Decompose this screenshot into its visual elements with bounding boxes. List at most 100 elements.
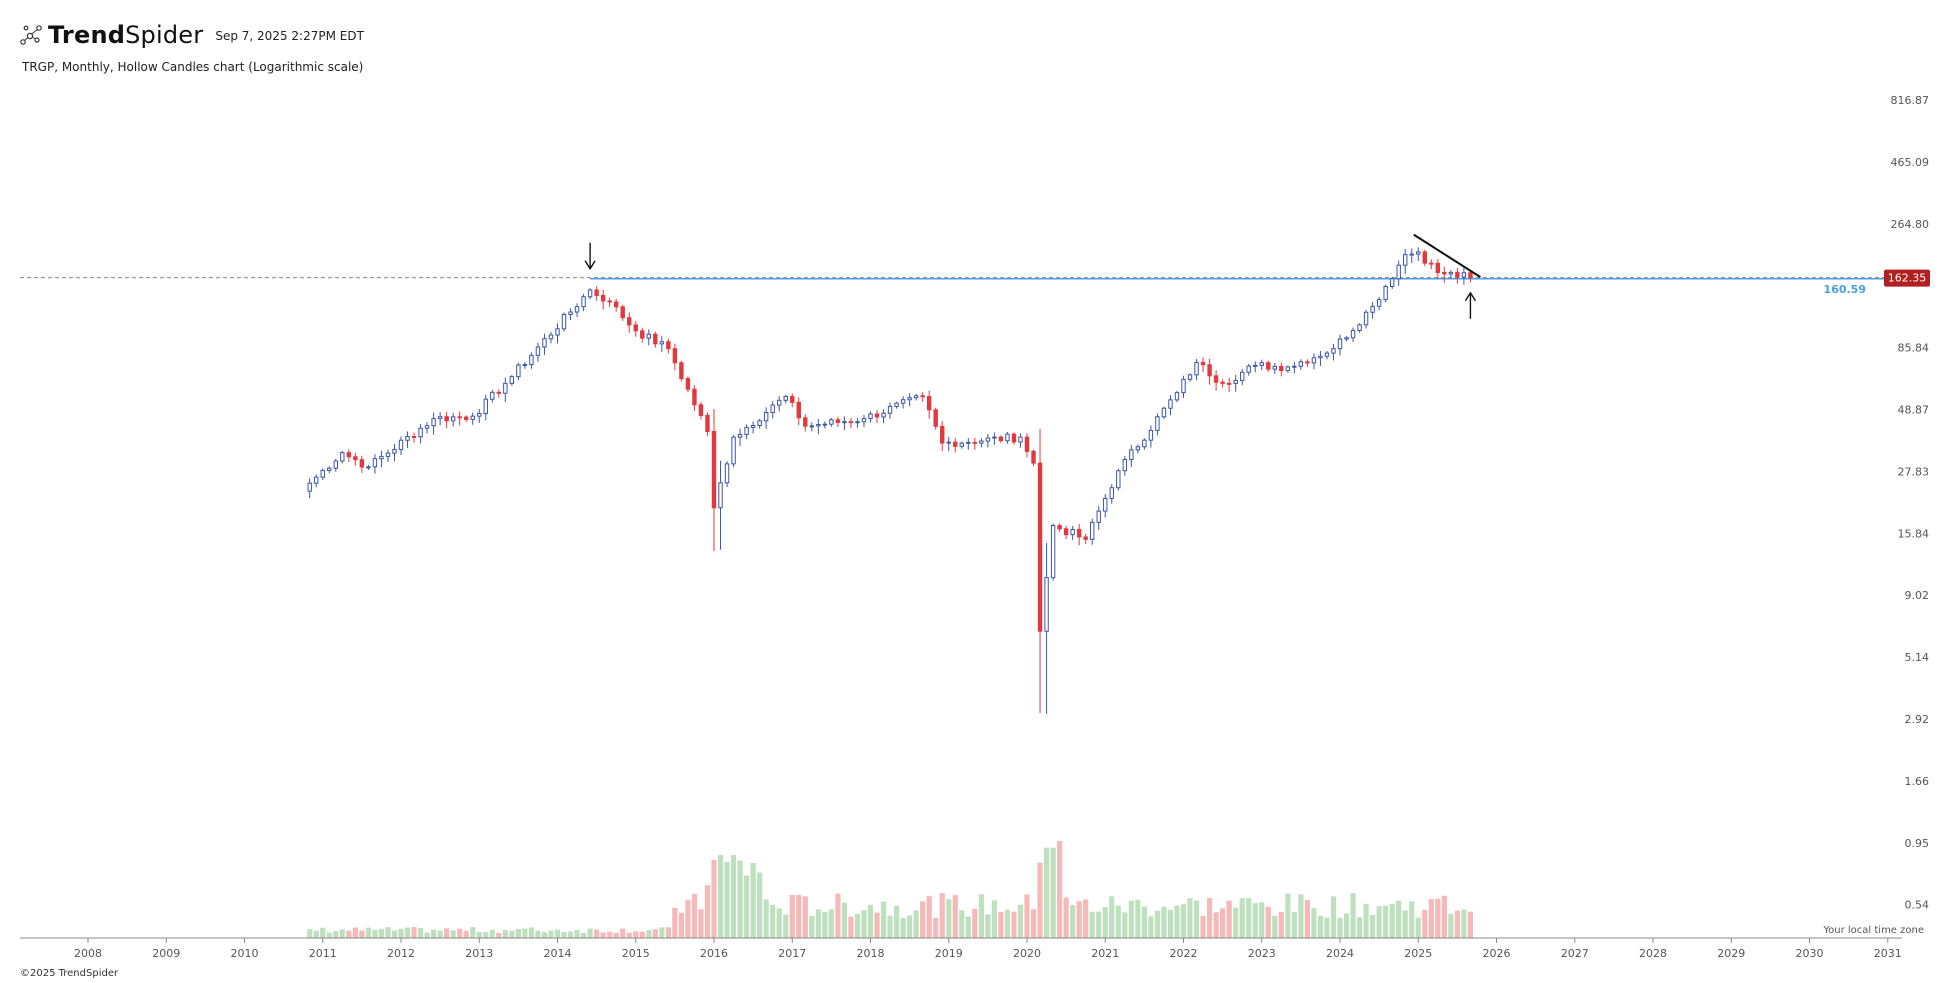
- volume-bar: [535, 930, 541, 938]
- candle-body: [685, 378, 691, 390]
- candle-body: [594, 289, 599, 296]
- candle: [1331, 343, 1336, 361]
- volume-bar: [1317, 915, 1324, 938]
- volume-bar: [1161, 906, 1167, 938]
- candle: [411, 432, 417, 443]
- volume-bar: [1115, 905, 1121, 938]
- candle: [405, 431, 410, 448]
- volume-bar: [1383, 905, 1389, 938]
- volume-bar: [802, 896, 808, 938]
- candle: [803, 414, 808, 432]
- volume-bar: [1265, 906, 1271, 938]
- volume-bar: [639, 931, 645, 938]
- volume-bar: [515, 929, 521, 938]
- candle-body: [1142, 439, 1147, 448]
- candle-body: [777, 399, 782, 406]
- candle: [750, 421, 756, 434]
- candle: [1063, 525, 1069, 540]
- volume-bar: [1206, 898, 1213, 938]
- candle: [1416, 247, 1421, 262]
- y-tick-label: 1.66: [1905, 775, 1930, 788]
- candle: [1311, 353, 1317, 370]
- candle: [333, 458, 338, 472]
- x-tick-label: 2027: [1561, 947, 1589, 960]
- candle: [666, 338, 671, 354]
- volume-bar: [607, 931, 613, 938]
- candle-body: [470, 415, 475, 420]
- candle: [353, 452, 358, 466]
- candle-body: [398, 439, 404, 450]
- candle: [1220, 379, 1225, 388]
- volume-bar: [737, 860, 743, 938]
- axes: 2008 2009 2010 2011 2012 2013 2014 2015 2016 2017…: [20, 94, 1929, 960]
- volume-bar: [1376, 906, 1382, 938]
- candle-body: [1220, 381, 1225, 384]
- candle-body: [646, 333, 651, 339]
- volume-bar: [998, 911, 1004, 938]
- x-tick-label: 2012: [387, 947, 415, 960]
- candle: [894, 401, 899, 409]
- candle-body: [1031, 450, 1036, 464]
- candle-body: [333, 460, 338, 469]
- candle-body: [803, 417, 808, 427]
- volume-bar: [789, 894, 795, 938]
- volume-bar: [1396, 900, 1402, 938]
- y-tick-label: 0.54: [1905, 899, 1930, 912]
- volume-bar: [600, 932, 606, 938]
- candle: [1031, 449, 1036, 466]
- candle: [874, 409, 880, 424]
- volume-bar: [1304, 899, 1310, 938]
- volume-bar: [907, 915, 913, 938]
- candle-body: [842, 421, 847, 424]
- candle-body: [679, 362, 684, 380]
- candle: [620, 304, 625, 321]
- volume-bar: [939, 893, 945, 938]
- candle: [718, 460, 723, 550]
- volume-bar: [1011, 911, 1017, 938]
- candle-body: [600, 294, 606, 302]
- volume-bar: [307, 929, 313, 938]
- volume-bar: [1141, 906, 1147, 938]
- candle-body: [724, 463, 730, 484]
- candle-body: [1324, 352, 1330, 357]
- volume-bar: [750, 862, 756, 938]
- volume-bar: [822, 911, 828, 938]
- candle: [1083, 533, 1088, 544]
- volume-bar: [333, 931, 339, 938]
- volume-bar: [952, 895, 958, 938]
- candle-body: [822, 423, 828, 426]
- candle-body: [477, 413, 482, 417]
- x-tick-label: 2026: [1483, 947, 1511, 960]
- candle: [1285, 365, 1291, 373]
- volume-bar: [1343, 913, 1350, 938]
- candle: [985, 433, 991, 448]
- x-tick-label: 2020: [1013, 947, 1041, 960]
- volume-bar: [411, 927, 417, 938]
- volume-bar: [1298, 894, 1304, 938]
- x-tick-label: 2013: [465, 947, 493, 960]
- candle: [913, 393, 919, 401]
- candle-body: [1272, 365, 1277, 370]
- candle: [724, 461, 730, 487]
- volume-bar: [424, 932, 430, 938]
- volume-bar: [1311, 908, 1317, 938]
- candle: [992, 432, 997, 445]
- candle: [548, 331, 554, 344]
- volume-bar: [959, 910, 965, 938]
- candle: [979, 438, 984, 448]
- volume-bar: [913, 910, 919, 938]
- candle: [659, 336, 665, 353]
- volume-bar: [848, 916, 854, 938]
- candle: [1109, 484, 1114, 504]
- candle: [1129, 444, 1134, 468]
- candle: [1155, 413, 1160, 436]
- candle-body: [496, 391, 502, 394]
- header: TrendSpider Sep 7, 2025 2:27PM EDT: [18, 20, 364, 50]
- x-tick-label: 2031: [1874, 947, 1902, 960]
- candle-body: [1331, 348, 1336, 354]
- volume-bar: [1030, 909, 1037, 938]
- candle-body: [607, 300, 612, 303]
- candle-body: [574, 306, 580, 313]
- candle-body: [535, 346, 541, 356]
